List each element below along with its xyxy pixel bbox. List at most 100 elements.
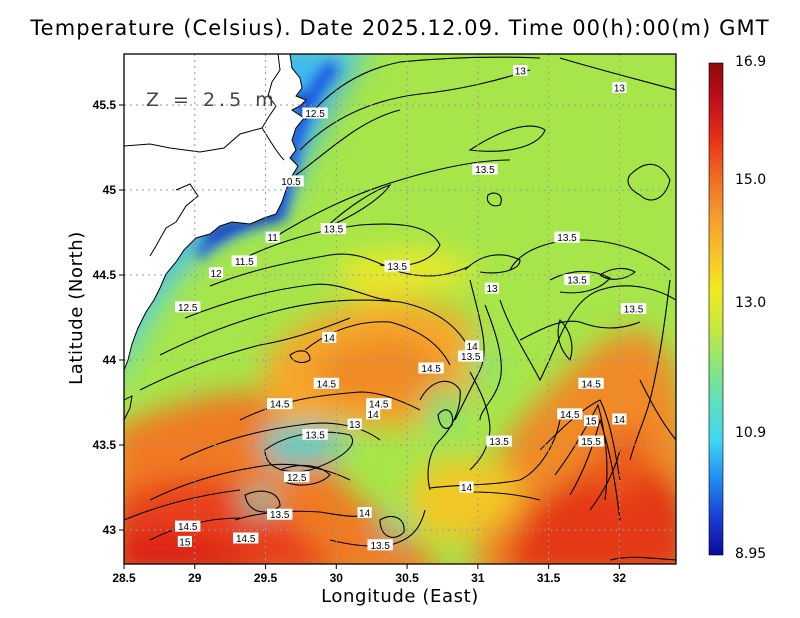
contour-label: 12.5 <box>287 473 307 484</box>
contour-label-box <box>620 303 647 314</box>
contour-label-box <box>208 267 224 279</box>
x-tick-label: 31 <box>471 571 485 585</box>
contour-label: 14.5 <box>421 364 441 375</box>
contour-label: 15.5 <box>581 437 601 448</box>
contour-label-box <box>313 377 340 389</box>
contour-label-box <box>174 520 201 532</box>
contour-label-box <box>612 413 627 425</box>
contour-label-box <box>367 539 393 551</box>
x-tick-label: 30.5 <box>395 571 419 585</box>
contour-label: 14 <box>614 415 626 426</box>
y-tick-label: 43.5 <box>93 438 117 452</box>
contour-label: 13.5 <box>489 437 509 448</box>
contour-label-box <box>366 398 392 410</box>
contour-label: 15 <box>179 537 191 548</box>
y-tick-label: 44.5 <box>93 268 117 282</box>
contour-label-box <box>231 255 258 267</box>
contour-label: 14 <box>359 509 371 520</box>
contour-label-box <box>177 535 192 547</box>
map-field: 13 13 12.5 13.5 10.5 13.5 11 13.5 11.5 13.5 12 13.5… <box>124 54 676 564</box>
contour-label: 12.5 <box>305 109 325 120</box>
contour-label-box <box>357 507 372 518</box>
contour-label: 14.5 <box>270 400 290 411</box>
contour-label-box <box>583 415 599 427</box>
contour-label: 13.5 <box>567 276 587 287</box>
contour-label-box <box>320 223 347 235</box>
colorbar-tick-label: 8.95 <box>735 546 767 562</box>
x-tick-label: 29.5 <box>254 571 278 585</box>
contour-label: 10.5 <box>281 177 301 188</box>
x-axis-ticks: 28.5 29 29.5 30 30.5 31 31.5 32 <box>112 564 626 585</box>
contour-label-box <box>578 377 604 389</box>
contour-label-box <box>564 274 590 286</box>
contour-label: 11.5 <box>235 257 254 268</box>
contour-label: 13 <box>614 84 626 95</box>
x-tick-label: 30 <box>330 571 344 585</box>
contour-label-box <box>557 408 583 420</box>
contour-label: 14.5 <box>581 379 601 390</box>
contour-label-box <box>459 481 474 493</box>
x-tick-label: 32 <box>613 571 627 585</box>
contour-label-box <box>513 65 528 76</box>
contour-label: 13.5 <box>461 352 481 363</box>
contour-label-box <box>384 260 410 272</box>
colorbar-tick-label: 10.9 <box>735 425 767 442</box>
colorbar-tick-label: 15.0 <box>735 171 767 188</box>
contour-label-box <box>458 350 484 362</box>
contour-label: 14 <box>467 342 479 353</box>
contour-label: 14.5 <box>317 379 337 390</box>
contour-label: 12.5 <box>178 303 198 314</box>
contour-label: 12 <box>210 269 222 280</box>
contour-label-box <box>554 231 580 243</box>
contour-label-box <box>265 231 280 243</box>
contour-label-box <box>174 301 201 313</box>
depth-label: Z = 2.5 m <box>146 89 278 111</box>
contour-label: 15 <box>586 417 598 428</box>
contour-label-box <box>278 175 304 187</box>
contour-label: 13 <box>515 67 527 78</box>
contour-label-box <box>233 532 259 544</box>
contour-label-box <box>266 398 293 410</box>
contour-label: 11 <box>267 233 278 244</box>
contour-labels: 13 13 12.5 13.5 10.5 13.5 11 13.5 11.5 13.5 12 13.5… <box>174 65 647 552</box>
contour-label: 13.5 <box>324 225 344 236</box>
contour-label-box <box>418 362 444 374</box>
contour-label: 13.5 <box>387 262 407 273</box>
contour-label-box <box>472 163 498 175</box>
contour-label-box <box>266 508 293 520</box>
contour-label: 13 <box>486 284 498 295</box>
x-axis-label: Longitude (East) <box>321 586 479 607</box>
contour-label: 13.5 <box>624 305 644 316</box>
contour-label-box <box>486 435 512 447</box>
contour-label-box <box>612 82 627 93</box>
contour-label: 13.5 <box>305 430 325 441</box>
contour-lines <box>124 56 676 561</box>
y-tick-label: 45.5 <box>93 98 117 112</box>
contour-label-box <box>366 408 381 420</box>
y-axis-label: Latitude (North) <box>66 231 87 385</box>
x-tick-label: 29 <box>188 571 202 585</box>
contour-label: 13.5 <box>370 541 390 552</box>
x-tick-label: 28.5 <box>112 571 136 585</box>
colorbar-tick-label: 13.0 <box>735 295 767 312</box>
contour-label: 14 <box>324 333 336 344</box>
y-tick-label: 43 <box>103 523 117 537</box>
grid-lines <box>124 54 676 564</box>
map-title: Temperature (Celsius). Date 2025.12.09. … <box>30 16 770 40</box>
contour-label: 14.5 <box>178 522 198 533</box>
plot-frame <box>123 53 677 565</box>
contour-label: 14.5 <box>369 400 389 411</box>
contour-label-box <box>302 107 328 119</box>
contour-label-box <box>347 418 362 430</box>
contour-label-box <box>283 471 310 483</box>
colorbar-tick-label: 16.9 <box>735 54 767 70</box>
contour-label-box <box>484 282 500 294</box>
contour-label-box <box>578 435 604 447</box>
colorbar <box>708 62 724 556</box>
contour-label-box <box>465 340 480 352</box>
y-tick-label: 44 <box>103 353 117 367</box>
contour-label: 14.5 <box>560 410 580 421</box>
contour-label: 13.5 <box>270 510 290 521</box>
contour-label: 13.5 <box>475 165 495 176</box>
